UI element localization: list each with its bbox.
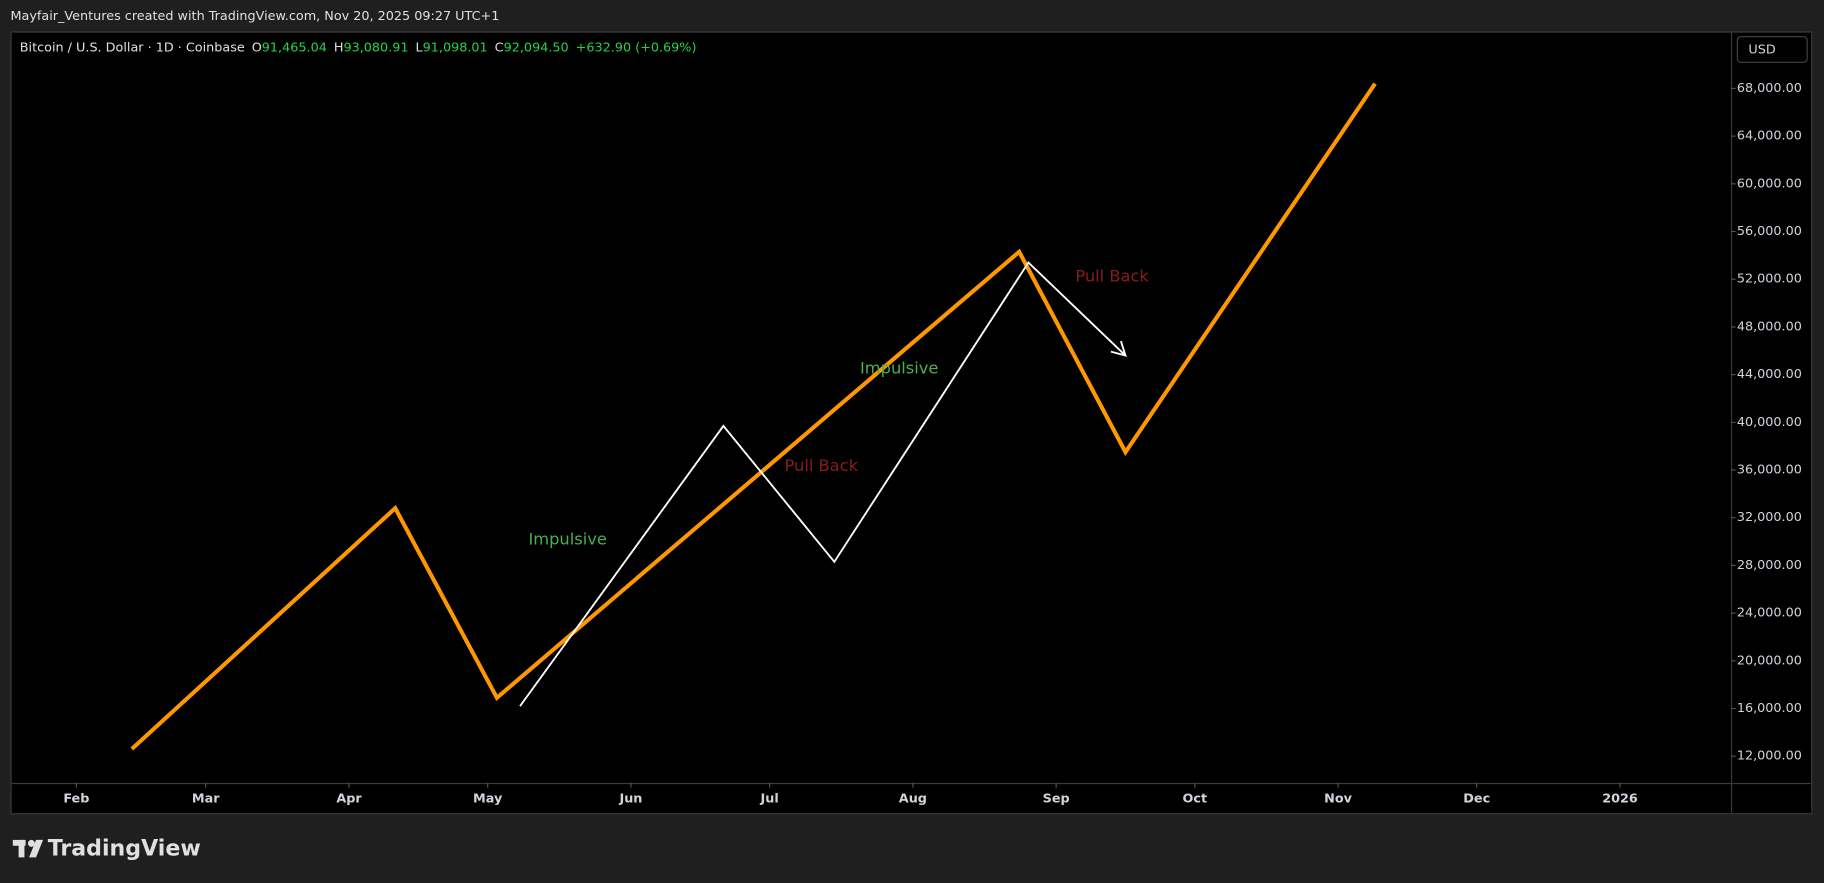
x-tick-label: Feb — [63, 792, 89, 807]
ohlc-key: L — [416, 40, 424, 55]
y-tick-label: 56,000.00 — [1737, 224, 1802, 239]
currency-button[interactable] — [1736, 36, 1808, 63]
ohlc-value: 91,098.01 — [423, 40, 488, 55]
x-tick-label: 2026 — [1602, 792, 1638, 807]
y-tick-label: 48,000.00 — [1737, 319, 1802, 334]
x-tick-label: Aug — [899, 792, 927, 807]
x-tick-label: Sep — [1043, 792, 1070, 807]
x-tick-label: Jul — [759, 792, 778, 807]
x-tick-label: Jun — [618, 792, 642, 807]
y-tick-label: 28,000.00 — [1737, 558, 1802, 573]
ohlc-key: H — [334, 40, 344, 55]
y-tick-label: 60,000.00 — [1737, 176, 1802, 191]
x-tick-label: Mar — [192, 792, 220, 807]
y-tick-label: 16,000.00 — [1737, 701, 1802, 716]
x-tick-label: Dec — [1463, 792, 1490, 807]
annotation: Impulsive — [860, 358, 938, 377]
symbol-legend: Bitcoin / U.S. Dollar · 1D · Coinbase O91… — [20, 40, 697, 55]
brand: TradingView — [48, 836, 201, 862]
tradingview-logo: TradingView — [12, 836, 201, 862]
y-tick-label: 44,000.00 — [1737, 367, 1802, 382]
annotation: Pull Back — [1075, 266, 1149, 285]
annotation: Impulsive — [528, 529, 606, 548]
y-tick-label: 32,000.00 — [1737, 510, 1802, 525]
y-tick-label: 20,000.00 — [1737, 653, 1802, 668]
y-tick-label: 40,000.00 — [1737, 415, 1802, 430]
y-tick-label: 52,000.00 — [1737, 272, 1802, 287]
ohlc-value: 93,080.91 — [343, 40, 408, 55]
ohlc-value: 91,465.04 — [262, 40, 327, 55]
x-tick-label: May — [473, 792, 503, 807]
y-tick-label: 64,000.00 — [1737, 129, 1802, 144]
symbol-name: Bitcoin / U.S. Dollar · 1D · Coinbase — [20, 40, 245, 55]
change: +632.90 (+0.69%) — [576, 40, 697, 55]
annotation: Pull Back — [784, 456, 858, 475]
x-tick-label: Nov — [1324, 792, 1352, 807]
header-title: Mayfair_Ventures created with TradingVie… — [10, 9, 499, 24]
drawn-line — [130, 82, 1377, 751]
y-tick-label: 36,000.00 — [1737, 463, 1802, 478]
currency-label: USD — [1748, 43, 1775, 58]
y-tick-label: 68,000.00 — [1737, 81, 1802, 96]
y-tick-label: 24,000.00 — [1737, 606, 1802, 621]
x-tick-label: Oct — [1183, 792, 1208, 807]
drawn-line — [519, 261, 1127, 707]
arrow-head — [1110, 340, 1127, 357]
chart-frame — [10, 31, 1813, 815]
ohlc-key: C — [495, 40, 504, 55]
ohlc-value: 92,094.50 — [504, 40, 569, 55]
ohlc-key: O — [252, 40, 262, 55]
x-tick-label: Apr — [336, 792, 362, 807]
y-tick-label: 12,000.00 — [1737, 749, 1802, 764]
